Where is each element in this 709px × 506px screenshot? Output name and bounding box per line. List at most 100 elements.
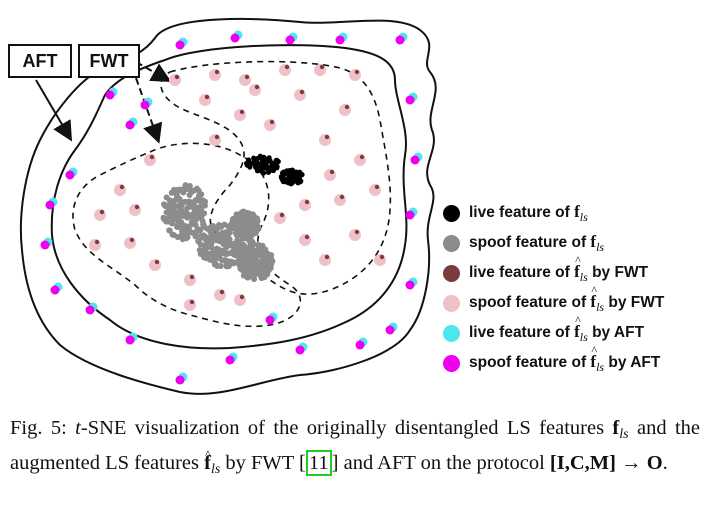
spoof-point [263,256,270,263]
fwt-spoof-point [319,254,331,266]
spoof-point [217,262,224,269]
fwt-live-point [119,184,125,190]
caption-fhat: f [204,440,211,478]
spoof-point [210,252,217,259]
fwt-spoof-point [149,259,161,271]
fwt-live-point [204,94,210,100]
spoof-point [231,222,238,229]
fwt-spoof-point [89,239,101,251]
fwt-spoof-point [264,119,276,131]
fwt-spoof-point [279,64,291,76]
aft-spoof-point [405,210,415,220]
inner-solid-boundary [50,44,408,350]
fwt-live-point [99,209,105,215]
fwt-spoof-point [239,74,251,86]
fwt-spoof-point [299,199,311,211]
scatter-points [40,30,423,385]
caption-t: t [75,417,81,439]
spoof-point [231,215,238,222]
aft-spoof-point [175,40,185,50]
spoof-point [229,240,236,247]
fwt-spoof-point [184,274,196,286]
aft-spoof-point [230,33,240,43]
spoof-point [256,246,263,253]
spoof-point [218,234,225,241]
fwt-live-point [189,299,195,305]
spoof-point [247,241,254,248]
aft-spoof-point [50,285,60,295]
fwt-spoof-point [209,134,221,146]
spoof-point [241,264,248,271]
fwt-boundary [160,60,392,295]
fwt-spoof-point [274,212,286,224]
spoof-point [238,210,245,217]
spoof-point [168,189,175,196]
spoof-point [205,250,212,257]
aft-spoof-point [265,315,275,325]
spoof-point [210,222,217,229]
fwt-label: FWT [78,44,140,78]
spoof-point [213,245,220,252]
legend-item: live feature of fls [440,198,705,228]
citation-link[interactable]: 11 [305,450,332,476]
spoof-point [235,260,242,267]
spoof-point [193,185,200,192]
spoof-point [258,252,265,259]
aft-spoof-point [405,95,415,105]
spoof-point [191,198,198,205]
live-point [297,179,303,185]
spoof-point [238,216,245,223]
live-point [274,157,280,164]
legend-label: live feature of fls [469,201,588,224]
spoof-point [186,198,193,205]
fwt-spoof-point [339,104,351,116]
fwt-spoof-point [349,69,361,81]
aft-spoof-point [295,345,305,355]
live-point [287,170,293,176]
caption-fig-label: Fig. 5: [10,417,67,439]
fwt-spoof-point [234,109,246,121]
fwt-live-point [279,212,285,218]
fwt-live-point [354,229,360,235]
spoof-point [197,209,204,216]
spoof-point [188,188,195,195]
spoof-point [247,266,254,273]
live-point [249,160,255,166]
aft-spoof-point [105,90,115,100]
live-point [256,161,262,167]
spoof-point [182,210,189,217]
spoof-point [166,197,173,204]
spoof-point [255,258,262,265]
spoof-point [211,261,218,268]
tsne-figure [19,17,437,395]
caption-part1: -SNE visualization of the originally dis… [80,417,613,439]
legend-label: live feature of fls by AFT [469,313,644,345]
fwt-live-point [319,64,325,70]
fwt-live-point [189,274,195,280]
fwt-live-point [304,234,310,240]
caption-protocol: [I,C,M] [549,452,616,474]
legend-label: spoof feature of fls [469,231,605,254]
aft-spoof-point [140,100,150,110]
aft-spoof-point [355,340,365,350]
legend: live feature of fls spoof feature of fls l… [440,198,705,378]
spoof-point [169,210,176,217]
legend-marker [443,264,460,282]
aft-spoof-point [45,200,55,210]
spoof-point [246,226,253,233]
legend-marker [443,234,460,252]
legend-item: live feature of fls by AFT [440,313,705,348]
fwt-spoof-point [234,294,246,306]
fwt-live-point [299,89,305,95]
spoof-point [243,210,250,217]
spoof-point [182,222,189,229]
spoof-point [238,247,245,254]
spoof-point [175,223,182,230]
aft-spoof-point [410,155,420,165]
caption-arrow: → [615,452,647,474]
spoof-point [218,223,225,230]
spoof-point [250,260,257,267]
fwt-live-point [324,254,330,260]
live-point [266,155,272,161]
spoof-point [266,264,273,271]
